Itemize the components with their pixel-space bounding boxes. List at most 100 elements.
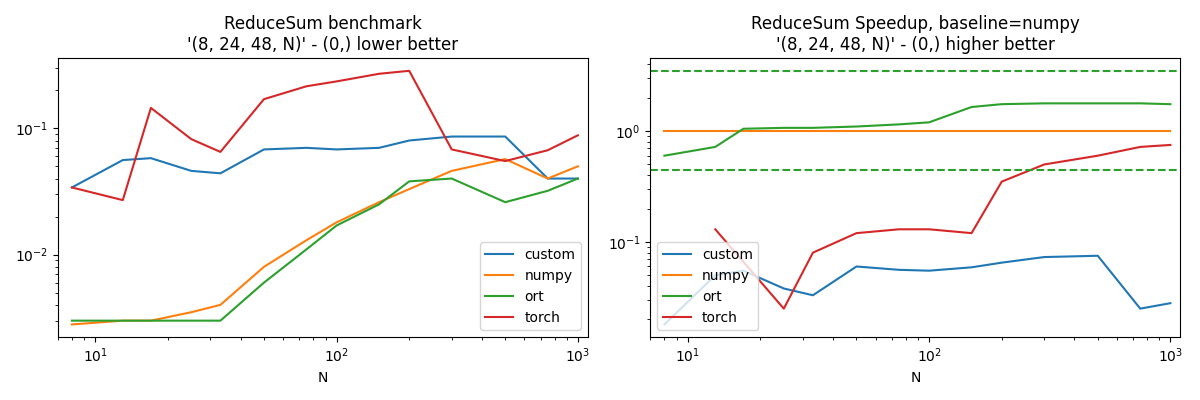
torch	[299, 84, 313, 89]
X-axis label: N: N	[318, 371, 328, 385]
custom	[214, 171, 228, 176]
Line: torch: torch	[715, 145, 1170, 309]
custom	[965, 265, 979, 270]
custom	[115, 158, 130, 162]
numpy	[965, 129, 979, 134]
numpy	[257, 264, 271, 269]
ort	[329, 223, 343, 228]
numpy	[995, 129, 1009, 134]
ort	[540, 188, 554, 193]
custom	[498, 134, 512, 139]
numpy	[444, 168, 458, 173]
custom	[299, 146, 313, 150]
custom	[540, 176, 554, 181]
Legend: custom, numpy, ort, torch: custom, numpy, ort, torch	[658, 242, 758, 330]
ort	[736, 126, 750, 131]
custom	[144, 156, 158, 160]
custom	[1133, 306, 1147, 311]
numpy	[214, 302, 228, 307]
torch	[922, 227, 936, 232]
ort	[299, 247, 313, 252]
ort	[184, 318, 198, 323]
numpy	[372, 200, 386, 204]
ort	[776, 126, 791, 130]
Legend: custom, numpy, ort, torch: custom, numpy, ort, torch	[480, 242, 581, 330]
ort	[372, 202, 386, 207]
numpy	[498, 157, 512, 162]
ort	[995, 102, 1009, 106]
ort	[965, 105, 979, 110]
numpy	[144, 318, 158, 323]
numpy	[1133, 129, 1147, 134]
torch	[1037, 162, 1051, 167]
numpy	[299, 238, 313, 243]
custom	[1091, 253, 1105, 258]
ort	[892, 122, 906, 127]
numpy	[1037, 129, 1051, 134]
custom	[805, 293, 820, 298]
numpy	[658, 129, 672, 134]
custom	[329, 147, 343, 152]
ort	[1163, 102, 1177, 106]
custom	[1163, 301, 1177, 306]
numpy	[850, 129, 864, 134]
numpy	[115, 318, 130, 323]
numpy	[892, 129, 906, 134]
ort	[214, 318, 228, 323]
custom	[184, 168, 198, 173]
X-axis label: N: N	[911, 371, 920, 385]
torch	[329, 79, 343, 84]
ort	[922, 120, 936, 125]
ort	[444, 176, 458, 181]
ort	[1091, 101, 1105, 106]
numpy	[329, 220, 343, 225]
numpy	[776, 129, 791, 134]
custom	[372, 146, 386, 150]
custom	[892, 268, 906, 272]
custom	[776, 286, 791, 291]
Line: custom: custom	[72, 136, 578, 188]
ort	[1037, 101, 1051, 106]
numpy	[805, 129, 820, 134]
custom	[850, 264, 864, 269]
torch	[708, 227, 722, 232]
ort	[1133, 101, 1147, 106]
torch	[372, 71, 386, 76]
custom	[658, 322, 672, 327]
numpy	[402, 187, 416, 192]
numpy	[736, 129, 750, 134]
torch	[65, 185, 79, 190]
Line: numpy: numpy	[72, 159, 578, 324]
ort	[708, 144, 722, 149]
torch	[144, 106, 158, 110]
torch	[402, 68, 416, 73]
custom	[1037, 255, 1051, 260]
torch	[1133, 144, 1147, 149]
custom	[444, 134, 458, 139]
torch	[1163, 142, 1177, 147]
ort	[65, 318, 79, 323]
torch	[995, 179, 1009, 184]
numpy	[65, 322, 79, 327]
ort	[144, 318, 158, 323]
ort	[402, 179, 416, 184]
ort	[115, 318, 130, 323]
Line: ort: ort	[72, 178, 578, 321]
torch	[115, 198, 130, 202]
custom	[65, 185, 79, 190]
numpy	[540, 176, 554, 181]
torch	[257, 97, 271, 102]
ort	[257, 280, 271, 285]
custom	[736, 268, 750, 273]
torch	[184, 137, 198, 142]
torch	[498, 159, 512, 164]
Title: ReduceSum benchmark
'(8, 24, 48, N)' - (0,) lower better: ReduceSum benchmark '(8, 24, 48, N)' - (…	[187, 15, 458, 54]
torch	[1091, 153, 1105, 158]
ort	[850, 124, 864, 129]
Line: ort: ort	[665, 103, 1170, 156]
torch	[776, 306, 791, 311]
custom	[402, 138, 416, 143]
ort	[805, 126, 820, 130]
Line: custom: custom	[665, 256, 1170, 324]
numpy	[184, 310, 198, 314]
